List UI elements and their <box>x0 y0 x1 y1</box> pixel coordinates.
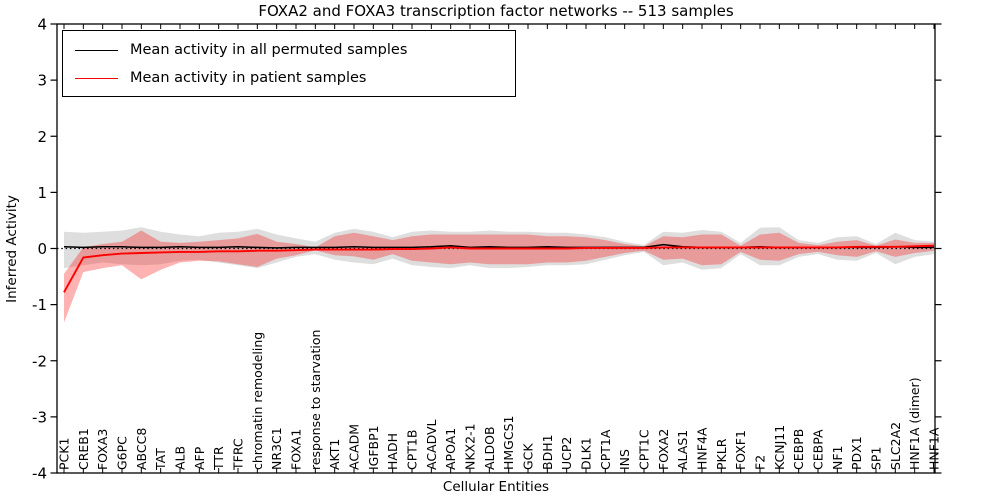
y-axis-title: Inferred Activity <box>4 195 20 303</box>
x-tick-label: CPT1C <box>637 429 652 470</box>
x-tick-label: AKT1 <box>327 439 342 470</box>
x-tick-label: chromatin remodeling <box>250 332 265 470</box>
x-tick-label: response to starvation <box>308 330 323 471</box>
patient-mean-line <box>63 244 935 293</box>
x-tick-label: CPT1A <box>598 429 613 470</box>
y-tick-label: 0 <box>37 240 47 258</box>
x-tick-label: ALDOB <box>482 426 497 470</box>
x-tick-label: APOA1 <box>443 428 458 470</box>
x-tick-label: NKX2-1 <box>463 423 478 470</box>
legend-item-permuted: Mean activity in all permuted samples <box>75 36 515 64</box>
x-tick-label: CPT1B <box>405 430 420 470</box>
legend-box: Mean activity in all permuted samples Me… <box>62 30 516 97</box>
x-tick-label: F2 <box>753 455 768 470</box>
x-tick-label: ACADVL <box>424 419 439 470</box>
legend-line-patient-icon <box>75 77 118 79</box>
legend-label-patient: Mean activity in patient samples <box>130 70 367 86</box>
x-tick-label: G6PC <box>115 436 130 470</box>
x-tick-label: TFRC <box>231 438 246 471</box>
x-tick-label: SP1 <box>869 447 884 470</box>
x-tick-label: PKLR <box>714 438 729 470</box>
x-tick-label: BDH1 <box>540 434 555 470</box>
y-tick-label: -2 <box>32 352 47 370</box>
x-tick-label: NF1 <box>830 446 845 471</box>
x-tick-label: ALB <box>173 446 188 470</box>
x-tick-label: FOXF1 <box>733 430 748 470</box>
x-tick-label: CEBPB <box>791 429 806 470</box>
x-tick-label: CREB1 <box>76 428 91 470</box>
x-tick-label: SLC2A2 <box>888 422 903 470</box>
x-tick-label: CEBPA <box>811 429 826 470</box>
y-tick-label: 4 <box>37 16 47 34</box>
x-tick-label: FOXA3 <box>95 429 110 470</box>
y-tick-label: 3 <box>37 72 47 90</box>
x-tick-label: PDX1 <box>849 436 864 470</box>
x-tick-label: ACADM <box>347 424 362 470</box>
patient-confidence-band <box>64 230 934 323</box>
x-tick-label: HNF4A <box>695 427 710 470</box>
y-tick-label: -1 <box>32 296 47 314</box>
x-tick-label: GCK <box>521 443 536 470</box>
x-tick-label: DLK1 <box>579 437 594 470</box>
y-tick-label: -4 <box>32 465 47 483</box>
x-tick-label: IGFBP1 <box>366 425 381 470</box>
chart-title: FOXA2 and FOXA3 transcription factor net… <box>258 2 734 20</box>
x-tick-label: HNF1A <box>927 427 942 470</box>
y-tick-label: -3 <box>32 408 47 426</box>
x-tick-label: HNF1A (dimer) <box>907 377 922 470</box>
x-tick-label: HMGCS1 <box>501 416 516 471</box>
x-tick-label: NR3C1 <box>269 427 284 470</box>
x-tick-label: HADH <box>385 433 400 470</box>
x-tick-label: UCP2 <box>559 437 574 470</box>
x-tick-label: ABCC8 <box>134 428 149 470</box>
y-tick-label: 2 <box>37 128 47 146</box>
x-tick-label: PCK1 <box>57 438 72 470</box>
x-tick-label: INS <box>617 449 632 470</box>
legend-item-patient: Mean activity in patient samples <box>75 64 515 92</box>
x-axis-title: Cellular Entities <box>442 479 550 495</box>
x-tick-label: TAT <box>153 448 168 471</box>
x-tick-label: AFP <box>192 446 207 470</box>
x-tick-label: FOXA1 <box>289 429 304 470</box>
x-tick-label: ALAS1 <box>675 430 690 470</box>
x-tick-label: FOXA2 <box>656 429 671 470</box>
legend-line-permuted-icon <box>75 49 118 51</box>
legend-label-permuted: Mean activity in all permuted samples <box>130 42 408 58</box>
y-tick-label: 1 <box>37 184 47 202</box>
x-tick-label: KCNJ11 <box>772 425 787 470</box>
x-tick-label: TTR <box>211 446 226 471</box>
